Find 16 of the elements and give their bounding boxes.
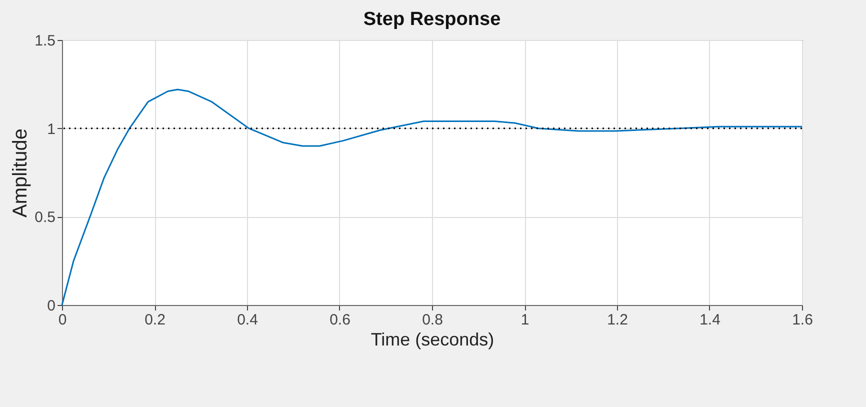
x-tick-label: 0.4 [237,312,258,328]
y-axis-title: Amplitude [10,128,32,218]
x-tick-label: 1 [520,312,530,328]
x-axis-title: Time (seconds) [370,330,494,350]
chart-title: Step Response [363,9,501,30]
x-tick-label: 0.8 [422,312,443,328]
x-tick-label: 1.6 [792,312,813,328]
y-tick-label: 1 [47,120,56,138]
x-tick-label: 1.4 [700,312,720,328]
x-tick-label: 0.6 [330,312,350,328]
y-tick-label: 0 [47,298,56,314]
x-tick-label: 0 [58,312,67,328]
x-tick-label: 0.2 [144,312,166,328]
y-tick-label: 1.5 [34,32,56,50]
y-tick-label: 0.5 [34,209,56,226]
x-tick-label: 1.2 [607,312,628,328]
